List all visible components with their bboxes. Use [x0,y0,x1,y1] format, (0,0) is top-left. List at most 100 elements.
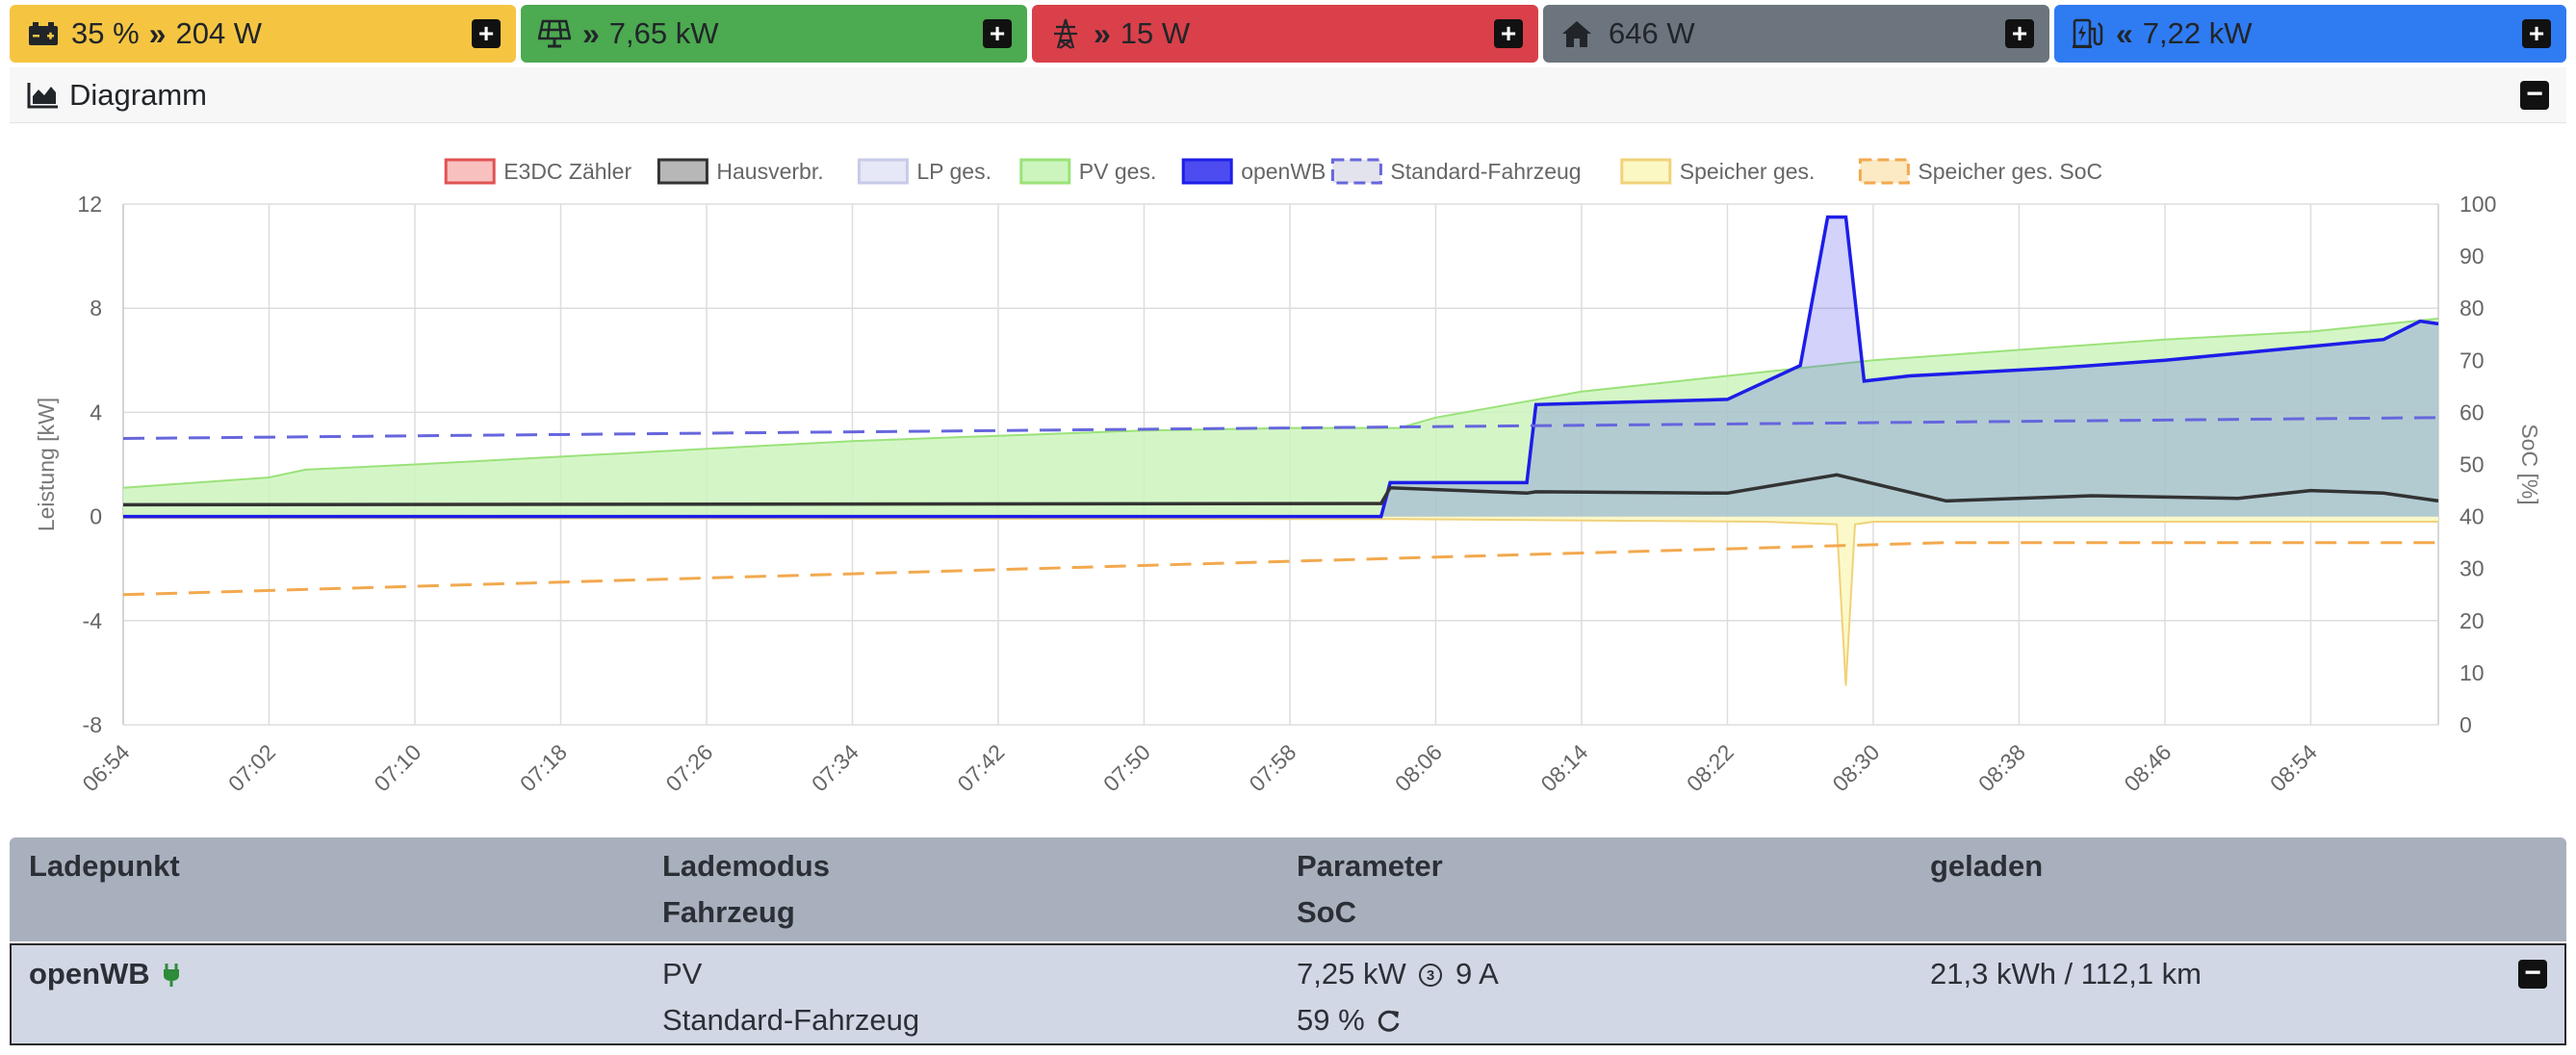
legend-label-speicher-ges-: Speicher ges. [1680,159,1816,184]
header-lademodus: Lademodus [662,849,830,883]
legend-swatch-openwb [1181,158,1233,185]
status-bar: 35 % » 204 W + » 7,65 kW + » 15 W + 646 … [0,0,2576,65]
series-line-standard-fahrzeug [122,416,2439,440]
charging-station-icon [2073,18,2103,48]
legend-swatch-speicher-ges-soc [1858,158,1910,185]
legend-label-e3dc-z-hler: E3DC Zähler [503,159,631,184]
vehicle-name[interactable]: Standard-Fahrzeug [662,1003,920,1037]
charge-mode[interactable]: PV [662,957,703,991]
x-tick-label: 07:02 [223,739,280,796]
x-tick-label: 08:38 [1973,739,2030,796]
legend-swatch-speicher-ges- [1620,158,1672,185]
diagram-header[interactable]: Diagramm − [10,67,2566,123]
x-tick-label: 06:54 [77,739,134,796]
battery-tile[interactable]: 35 % » 204 W + [10,5,516,63]
x-tick-label: 08:06 [1390,739,1447,796]
x-tick-label: 08:22 [1682,739,1739,796]
series-line-hausverbr- [122,473,2439,507]
refresh-icon[interactable] [1377,1009,1402,1034]
legend-label-lp-ges-: LP ges. [916,159,992,184]
legend-swatch-e3dc-z-hler [444,158,496,185]
battery-icon [29,22,58,45]
x-tick-label: 07:10 [369,739,425,796]
y2-tick-label: 60 [2460,399,2485,425]
home-icon [1562,21,1591,47]
diagram-title: Diagramm [69,77,207,112]
header-fahrzeug: Fahrzeug [662,895,795,929]
x-tick-label: 07:50 [1098,739,1155,796]
series-area-pv-ges- [123,319,2438,517]
vehicle-soc: 59 % [1297,1003,1402,1038]
y2-axis-label: SoC [%] [2517,424,2542,504]
y2-tick-label: 70 [2460,347,2485,373]
plug-icon [164,964,180,987]
series-line-speicher-ges-soc [122,541,2438,597]
y2-tick-label: 30 [2460,556,2485,581]
house-tile[interactable]: 646 W + [1543,5,2049,63]
arrow-right-icon: » [582,15,600,51]
y2-tick-label: 80 [2460,296,2485,321]
x-tick-label: 07:58 [1244,739,1301,796]
x-tick-label: 07:42 [952,739,1009,796]
y-tick-label: -8 [83,712,102,737]
y2-tick-label: 100 [2460,192,2496,217]
x-tick-label: 07:34 [807,739,863,796]
x-tick-label: 07:18 [515,739,572,796]
legend-swatch-standard-fahrzeug [1330,158,1382,185]
pv-power: 7,65 kW [608,16,719,50]
charge-parameters: 7,25 kW 3 9 A [1297,957,1499,991]
x-tick-label: 08:46 [2119,739,2176,796]
battery-power: 204 W [175,16,263,50]
x-tick-label: 08:14 [1535,739,1592,796]
y2-tick-label: 10 [2460,660,2485,685]
house-power: 646 W [1609,16,1695,50]
arrow-right-icon: » [148,15,167,51]
header-geladen: geladen [1930,849,2044,883]
grid-power: 15 W [1120,16,1191,50]
legend-label-pv-ges-: PV ges. [1079,159,1157,184]
legend-swatch-pv-ges- [1019,158,1071,185]
legend-label-hausverbr-: Hausverbr. [716,159,823,184]
legend-label-standard-fahrzeug: Standard-Fahrzeug [1390,159,1581,184]
arrow-right-icon: » [1094,15,1111,51]
legend-label-speicher-ges-soc: Speicher ges. SoC [1918,159,2102,184]
chargepoint-table-header: Ladepunkt Lademodus Fahrzeug Parameter S… [10,837,2566,941]
y2-tick-label: 0 [2460,712,2472,737]
header-ladepunkt: Ladepunkt [29,849,180,883]
y2-tick-label: 90 [2460,244,2485,269]
series-area-openwb [123,217,2438,517]
table-row[interactable]: openWB PV Standard-Fahrzeug 7,25 kW 3 9 … [10,943,2566,1045]
charge-power: 7,22 kW [2142,16,2253,50]
y-tick-label: 0 [90,504,102,529]
power-tower-icon [1054,18,1077,49]
grid-tile[interactable]: » 15 W + [1032,5,1538,63]
area-chart-icon [27,82,58,108]
expand-charge-button[interactable]: + [2522,19,2551,48]
charge-tile[interactable]: « 7,22 kW + [2054,5,2566,63]
header-parameter: Parameter [1297,849,1443,883]
y2-tick-label: 50 [2460,452,2485,477]
expand-pv-button[interactable]: + [983,19,1012,48]
phase-count: 3 [1427,967,1434,984]
series-line-speicher-ges- [122,517,2438,686]
legend-swatch-lp-ges- [857,158,909,185]
expand-house-button[interactable]: + [2005,19,2034,48]
y2-tick-label: 20 [2460,608,2485,633]
collapse-row-button[interactable]: − [2518,959,2547,989]
legend-swatch-hausverbr- [657,158,708,185]
phase-count-icon: 3 [1419,964,1443,987]
y-axis-label: Leistung [kW] [34,398,59,531]
series-line-openwb [123,215,2439,519]
expand-grid-button[interactable]: + [1494,19,1523,48]
expand-battery-button[interactable]: + [472,19,501,48]
legend-label-openwb: openWB [1241,159,1326,184]
pv-tile[interactable]: » 7,65 kW + [521,5,1027,63]
y-tick-label: 8 [90,296,102,321]
y-tick-label: -4 [83,608,103,633]
header-soc: SoC [1297,895,1356,929]
collapse-diagram-button[interactable]: − [2520,80,2549,110]
y-tick-label: 4 [90,399,102,425]
battery-soc: 35 % [71,16,140,50]
x-tick-label: 08:30 [1827,739,1884,796]
